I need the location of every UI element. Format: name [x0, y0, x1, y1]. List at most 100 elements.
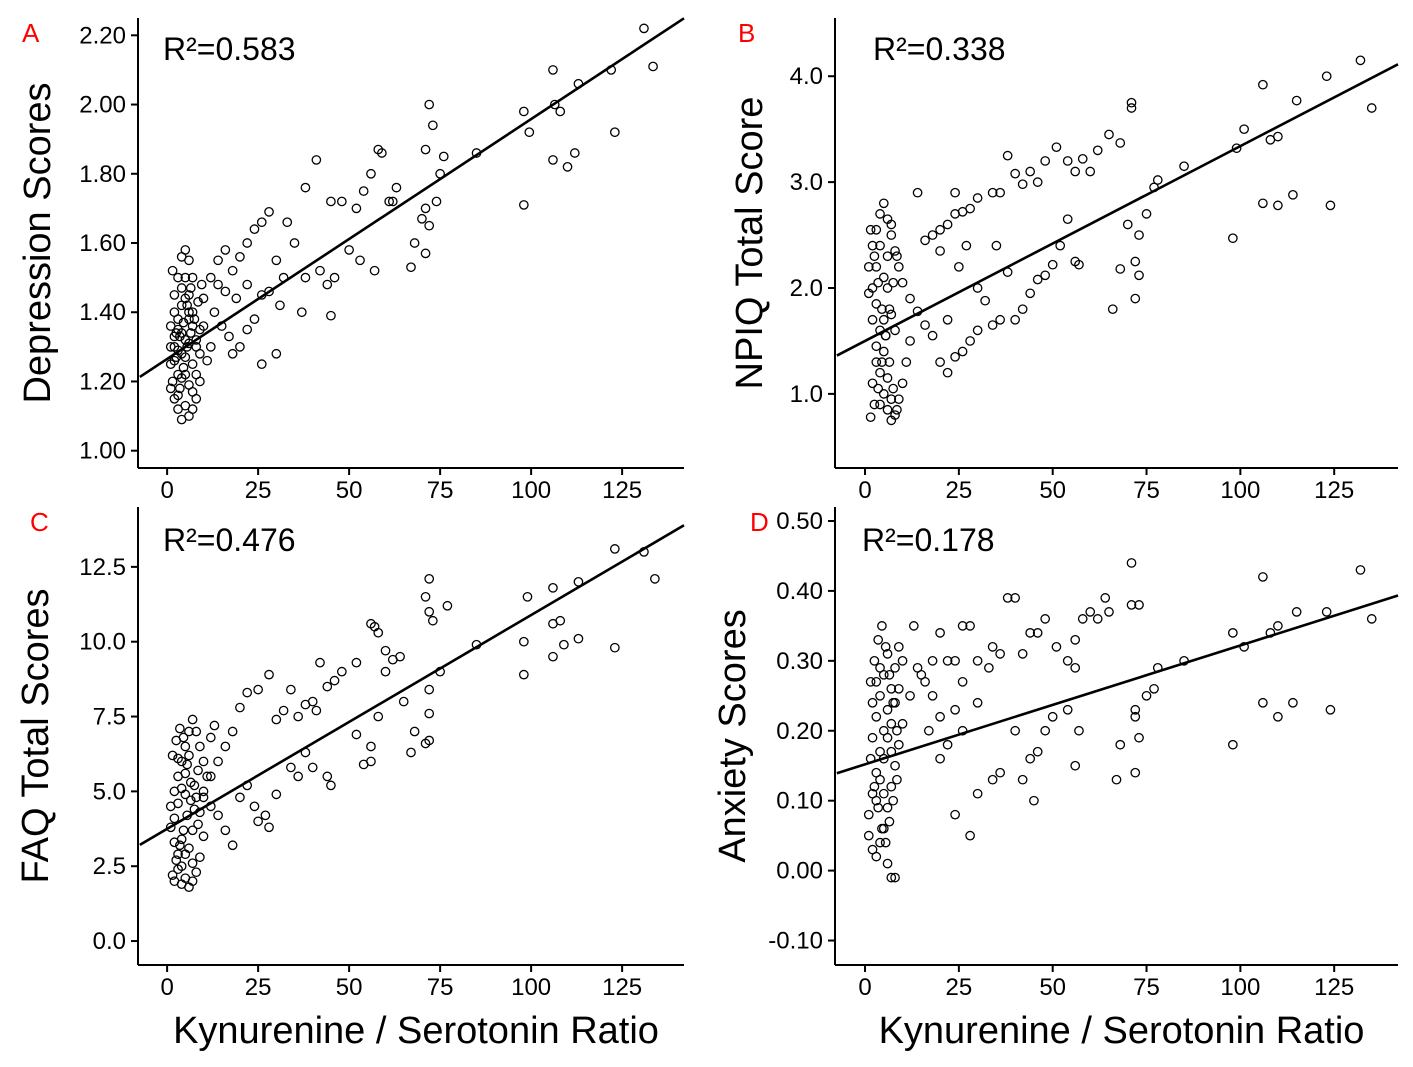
data-point: [193, 819, 203, 830]
data-point: [195, 348, 205, 359]
panel-letter: C: [30, 507, 49, 537]
data-point: [420, 248, 431, 259]
data-point: [886, 718, 897, 729]
y-tick-label: 7.5: [93, 704, 126, 731]
data-point: [409, 238, 420, 248]
data-point: [871, 676, 882, 687]
data-point: [260, 810, 271, 821]
y-axis-title: FAQ Total Scores: [15, 589, 57, 884]
data-point: [180, 272, 191, 283]
data-point: [548, 582, 558, 593]
x-tick-label: 25: [946, 974, 973, 1001]
data-point: [289, 238, 300, 248]
data-point: [650, 573, 660, 584]
data-point: [920, 320, 930, 330]
data-point: [524, 127, 535, 138]
data-point: [950, 704, 960, 715]
x-tick-label: 100: [1220, 477, 1260, 504]
data-point: [169, 355, 180, 366]
data-point: [927, 655, 938, 666]
regression-line: [836, 594, 1399, 775]
data-point: [1074, 725, 1084, 736]
r-squared-annotation: R²=0.583: [163, 31, 296, 67]
data-point: [173, 753, 183, 764]
data-point: [1070, 760, 1081, 771]
y-tick-label: 4.0: [790, 63, 823, 90]
data-point: [351, 729, 362, 740]
data-point: [995, 314, 1005, 325]
regression-line: [836, 63, 1399, 357]
data-point: [609, 642, 620, 653]
data-point: [178, 825, 189, 836]
data-point: [1062, 214, 1073, 225]
data-point: [987, 187, 998, 198]
x-tick-label: 0: [858, 477, 871, 504]
data-point: [420, 203, 431, 214]
data-point: [905, 293, 915, 304]
data-point: [927, 230, 938, 240]
data-point: [242, 324, 253, 335]
data-point: [173, 272, 183, 283]
data-point: [300, 182, 311, 193]
data-point: [417, 213, 427, 224]
data-point: [1115, 138, 1126, 148]
data-point: [369, 265, 380, 276]
data-point: [178, 362, 189, 373]
panel-d: 0 25 50 75 100 125 -0.10 0.00 0.10 0.20 0.30 0.40 0.…: [712, 507, 1399, 1052]
x-tick-label: 125: [1314, 477, 1354, 504]
data-point: [873, 802, 884, 813]
data-point: [184, 750, 194, 761]
data-point: [187, 714, 198, 725]
y-tick-label: 10.0: [79, 629, 126, 656]
data-point: [1130, 704, 1141, 715]
data-point: [1355, 565, 1366, 575]
data-point: [1025, 753, 1036, 764]
data-point: [1273, 200, 1283, 211]
data-point: [264, 822, 274, 833]
data-point: [518, 200, 529, 210]
data-point: [384, 196, 395, 207]
data-point: [871, 261, 882, 272]
data-point: [293, 711, 304, 722]
data-point: [438, 151, 449, 162]
data-point: [882, 648, 893, 659]
data-point: [1130, 293, 1141, 304]
data-point: [886, 219, 897, 230]
data-point: [1104, 607, 1114, 617]
x-tick-label: 25: [245, 477, 272, 504]
data-point: [427, 120, 438, 131]
y-tick-label: 2.0: [790, 275, 823, 302]
data-point: [173, 404, 183, 415]
data-point: [867, 844, 878, 855]
y-tick-label: 1.80: [79, 161, 126, 188]
data-point: [1126, 558, 1137, 568]
x-tick-label: 125: [1314, 974, 1354, 1001]
y-axis-title: NPIQ Total Score: [729, 97, 771, 390]
data-point: [893, 683, 904, 694]
data-point: [882, 251, 893, 262]
x-tick-label: 50: [1039, 974, 1066, 1001]
data-point: [249, 801, 260, 812]
data-point: [182, 759, 192, 770]
data-point: [1288, 189, 1298, 200]
data-point: [1291, 607, 1302, 617]
data-point: [213, 810, 223, 821]
data-point: [1130, 767, 1141, 778]
data-point: [307, 762, 318, 773]
data-point: [249, 224, 260, 235]
data-point: [420, 144, 431, 155]
data-point: [548, 65, 558, 75]
data-point: [1085, 166, 1096, 177]
data-point: [522, 591, 533, 602]
data-point: [1258, 697, 1268, 708]
data-point: [398, 696, 409, 707]
data-point: [322, 681, 333, 692]
data-point: [180, 369, 191, 380]
data-point: [559, 639, 569, 650]
y-tick-label: 2.00: [79, 92, 126, 119]
data-point: [871, 299, 882, 309]
data-point: [1228, 628, 1238, 638]
data-point: [1134, 732, 1144, 743]
data-point: [1134, 270, 1144, 281]
data-point: [1040, 156, 1051, 166]
